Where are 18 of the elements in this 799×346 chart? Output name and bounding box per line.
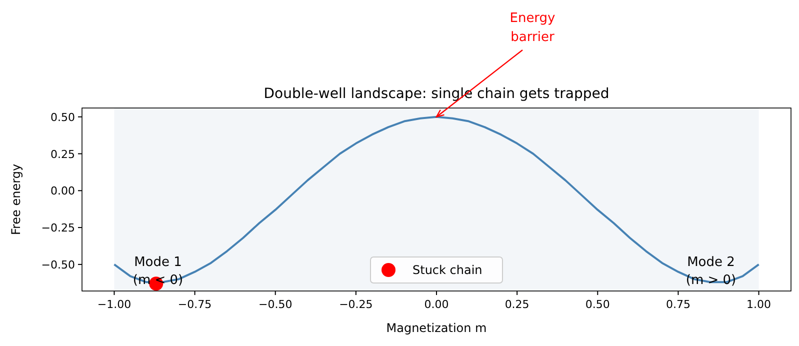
- y-tick-label: 0.00: [50, 184, 75, 198]
- y-tick-label: 0.25: [50, 148, 75, 161]
- x-tick-label: −0.50: [258, 298, 292, 311]
- y-tick-label: −0.25: [41, 222, 75, 235]
- legend-label: Stuck chain: [412, 263, 482, 277]
- x-tick-label: −0.75: [178, 298, 212, 311]
- y-tick-label: 0.50: [50, 110, 75, 124]
- y-tick-label: −0.50: [41, 258, 75, 272]
- x-tick-label: 0.50: [585, 298, 610, 311]
- annotation: Energy barrier: [510, 11, 556, 45]
- y-axis-title: Free energy: [9, 164, 23, 236]
- x-axis-title: Magnetization m: [386, 321, 487, 335]
- x-tick-label: −0.25: [339, 298, 373, 311]
- x-tick-label: 0.75: [666, 298, 690, 311]
- x-tick-label: 0.25: [504, 298, 530, 311]
- x-tick-label: −1.00: [97, 298, 132, 311]
- x-tick-label: 0.00: [424, 298, 449, 311]
- x-tick-label: 1.00: [746, 298, 772, 311]
